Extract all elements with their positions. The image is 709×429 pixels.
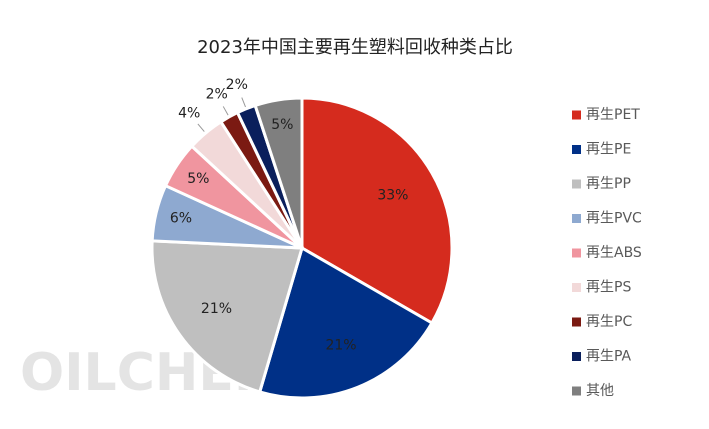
legend-label: 再生PC <box>586 314 632 330</box>
legend-swatch <box>572 110 581 120</box>
legend-swatch <box>572 145 581 154</box>
leader-line <box>197 123 205 132</box>
data-label: 21% <box>201 301 232 317</box>
legend-swatch <box>572 214 581 223</box>
legend-label: 其他 <box>586 383 614 399</box>
legend-swatch <box>572 283 581 292</box>
legend-swatch <box>572 352 581 361</box>
legend-label: 再生PP <box>586 176 631 192</box>
legend-swatch <box>572 317 581 327</box>
pie-slice <box>257 245 434 400</box>
legend-label: 再生ABS <box>586 245 642 261</box>
leader-line <box>241 97 246 108</box>
legend-label: 再生PET <box>586 107 640 123</box>
legend-label: 再生PE <box>586 142 631 158</box>
legend-label: 再生PS <box>586 280 631 296</box>
data-label: 2% <box>206 87 228 103</box>
data-label: 33% <box>377 188 408 204</box>
data-label: 2% <box>226 77 248 93</box>
pie-slice <box>150 239 304 394</box>
pie-slice <box>300 96 454 326</box>
data-label: 5% <box>271 117 293 133</box>
legend-swatch <box>572 386 581 396</box>
chart-title: 2023年中国主要再生塑料回收种类占比 <box>197 37 513 58</box>
data-label: 5% <box>187 171 209 187</box>
data-label: 21% <box>325 337 356 353</box>
legend-label: 再生PA <box>586 349 632 365</box>
pie-slice <box>253 96 304 249</box>
legend-label: 再生PVC <box>586 211 642 227</box>
data-label: 4% <box>178 106 200 122</box>
data-label: 6% <box>170 211 192 227</box>
legend-swatch <box>572 179 581 189</box>
leader-line <box>222 106 229 116</box>
legend-swatch <box>572 248 581 258</box>
